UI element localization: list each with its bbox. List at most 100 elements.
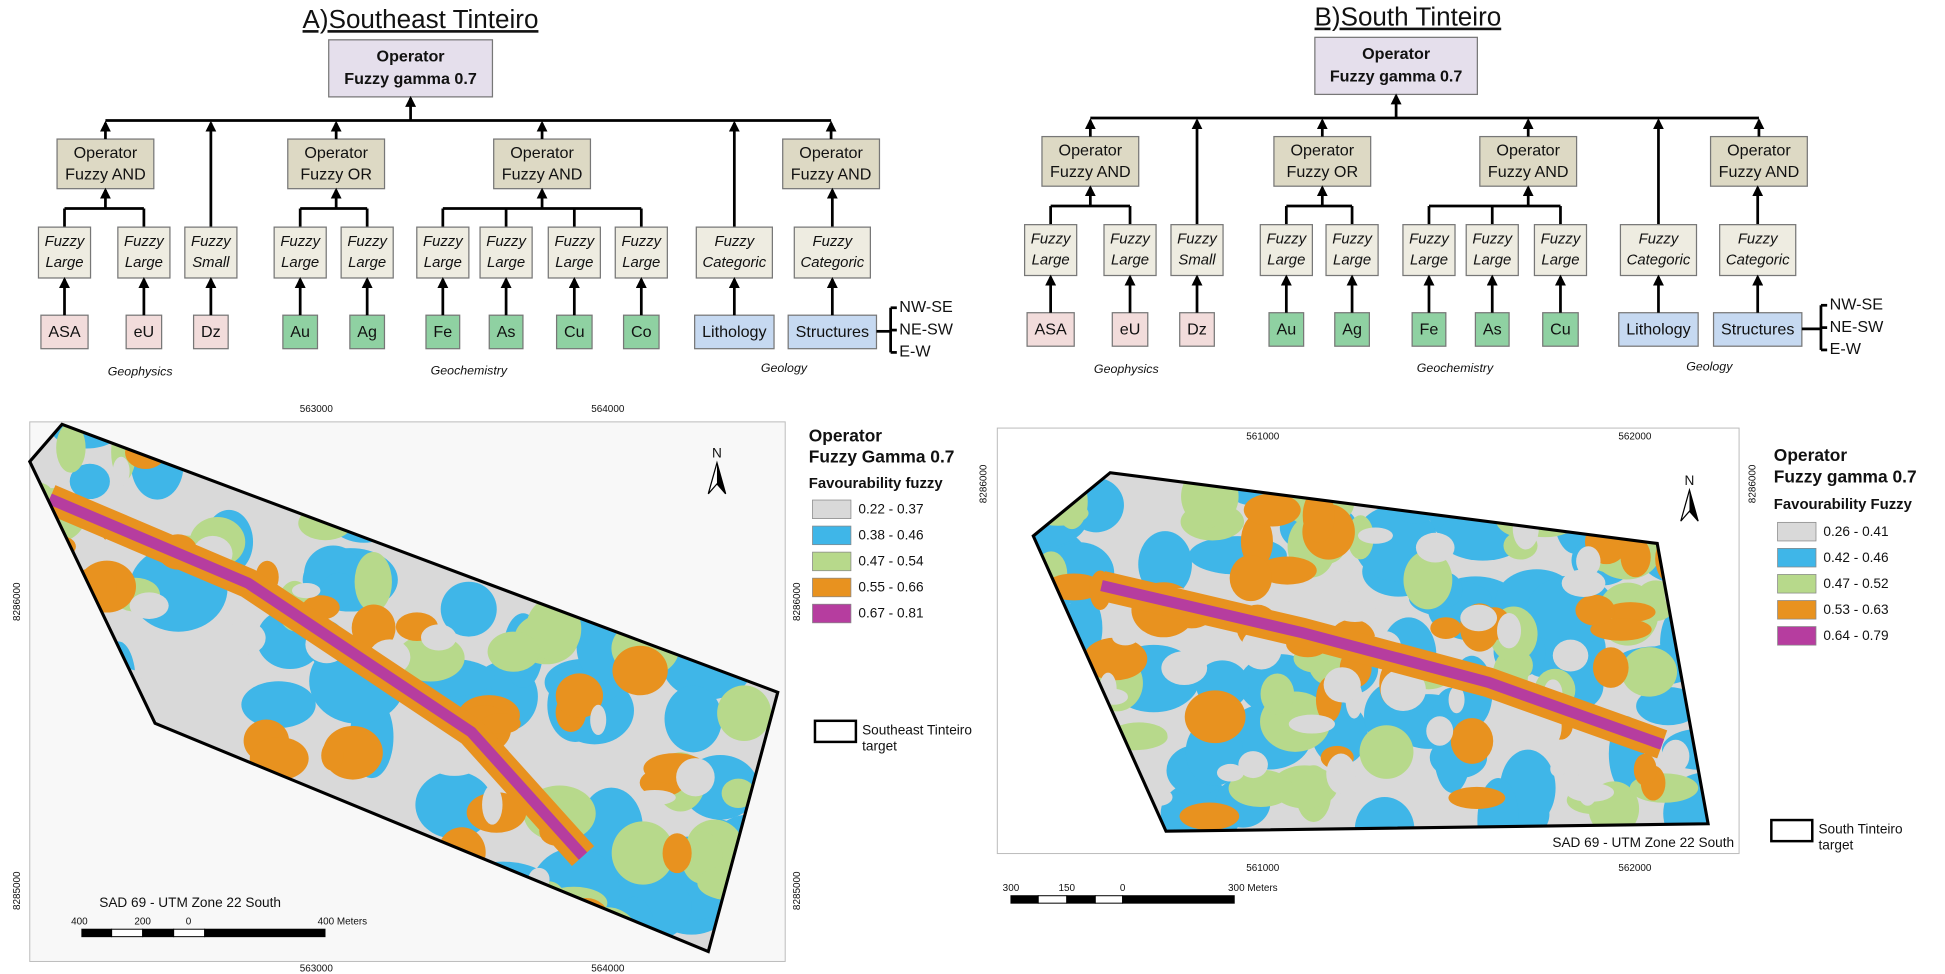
fuzzy-label: Fuzzy <box>554 234 595 250</box>
fuzzy-label: Large <box>1032 253 1070 269</box>
group-label: Geology <box>761 361 808 375</box>
legend-swatch <box>812 604 850 623</box>
x-coordinate-label: 563000 <box>300 964 334 974</box>
map-patch <box>1550 761 1566 777</box>
operator-label: Fuzzy OR <box>1286 163 1358 181</box>
map-patch <box>292 583 320 598</box>
scale-bar <box>205 929 325 936</box>
source-label: As <box>497 323 516 341</box>
fuzzy-label: Fuzzy <box>423 234 464 250</box>
source-label: Lithology <box>702 323 767 341</box>
map-patch <box>241 681 315 728</box>
map-patch <box>431 756 477 776</box>
fuzzy-label: Categoric <box>1726 253 1790 269</box>
map-patch <box>1360 725 1414 779</box>
map-patch <box>113 457 130 486</box>
fuzzy-label: Fuzzy <box>1266 231 1307 247</box>
operator-label: Fuzzy AND <box>791 165 872 183</box>
map-patch <box>1326 754 1355 794</box>
source-label: Au <box>1276 320 1296 338</box>
north-label: N <box>1685 473 1695 488</box>
map-patch <box>612 646 667 695</box>
fuzzy-label: Large <box>1541 253 1579 269</box>
x-coordinate-label: 564000 <box>591 404 625 415</box>
legend-title: Operator <box>1774 445 1848 465</box>
fuzzy-label: Large <box>555 255 593 271</box>
source-label: Ag <box>1342 320 1362 338</box>
fuzzy-label: Large <box>1410 253 1448 269</box>
operator-label: Fuzzy OR <box>300 165 372 183</box>
fuzzy-label: Large <box>125 255 163 271</box>
scale-label: 150 <box>1059 883 1076 894</box>
scale-bar <box>82 929 112 936</box>
map-patch <box>1576 546 1600 576</box>
target-label: South Tinteiro <box>1818 822 1902 837</box>
x-coordinate-label: 563000 <box>300 404 334 415</box>
legend-title: Operator <box>809 425 883 445</box>
scale-bar <box>143 929 174 936</box>
operator-label: Operator <box>74 144 138 162</box>
legend-title: Fuzzy Gamma 0.7 <box>809 446 955 466</box>
fuzzy-label: Categoric <box>800 255 864 271</box>
group-label: Geophysics <box>1094 362 1159 376</box>
map-patch <box>717 685 771 741</box>
fuzzy-label: Fuzzy <box>1409 231 1450 247</box>
legend-subtitle: Favourability Fuzzy <box>1774 497 1913 513</box>
legend-title: Fuzzy gamma 0.7 <box>1774 466 1917 486</box>
map-patch <box>421 624 456 650</box>
operator-label: Fuzzy AND <box>1050 163 1131 181</box>
map-patch <box>224 621 266 655</box>
source-label: As <box>1483 320 1502 338</box>
map-patch <box>1460 605 1497 632</box>
legend-label: 0.64 - 0.79 <box>1823 628 1888 643</box>
legend-label: 0.42 - 0.46 <box>1823 550 1888 565</box>
source-label: eU <box>134 323 155 341</box>
operator-label: Operator <box>1059 142 1123 160</box>
map-patch <box>1217 764 1244 782</box>
scale-bar <box>1011 896 1038 903</box>
direction-label: E-W <box>1830 340 1862 358</box>
x-coordinate-label: 562000 <box>1618 863 1652 874</box>
map-patch <box>1324 667 1361 702</box>
scale-bar <box>174 929 205 936</box>
legend-label: 0.53 - 0.63 <box>1823 602 1888 617</box>
scale-label: 400 <box>71 916 88 927</box>
legend-swatch <box>812 500 850 519</box>
panel-title: B)South Tinteiro <box>1315 2 1502 32</box>
fuzzy-label: Fuzzy <box>621 234 662 250</box>
scale-label: 300 <box>1003 883 1020 894</box>
map-patch <box>1426 716 1453 746</box>
operator-label: Operator <box>799 144 863 162</box>
operator-label: Operator <box>510 144 574 162</box>
legend-label: 0.55 - 0.66 <box>858 580 923 595</box>
legend-label: 0.22 - 0.37 <box>858 502 923 517</box>
fuzzy-label: Large <box>1111 253 1149 269</box>
map-patch <box>321 741 343 771</box>
fuzzy-label: Fuzzy <box>486 234 527 250</box>
group-label: Geochemistry <box>1417 361 1494 375</box>
fuzzy-label: Categoric <box>703 255 767 271</box>
operator-label: Fuzzy AND <box>1488 163 1569 181</box>
target-label: target <box>862 738 897 753</box>
map-patch <box>663 833 692 873</box>
legend-swatch <box>1778 627 1816 646</box>
map-patch <box>1185 690 1246 743</box>
source-label: Ag <box>357 323 377 341</box>
fuzzy-label: Fuzzy <box>1031 231 1072 247</box>
fuzzy-label: Large <box>622 255 660 271</box>
legend-swatch <box>1778 574 1816 593</box>
fuzzy-label: Fuzzy <box>715 234 756 250</box>
operator-label: Fuzzy gamma 0.7 <box>1330 67 1463 85</box>
source-label: Cu <box>564 323 585 341</box>
fuzzy-label: Fuzzy <box>191 234 232 250</box>
legend-swatch <box>1778 548 1816 567</box>
fuzzy-label: Fuzzy <box>1738 231 1779 247</box>
y-coordinate-label: 8285000 <box>792 871 803 910</box>
operator-label: Fuzzy AND <box>1719 163 1800 181</box>
target-swatch <box>815 721 856 742</box>
scale-bar <box>112 929 143 936</box>
scale-label: 0 <box>1120 883 1126 894</box>
map-patch <box>482 785 502 825</box>
scale-bar <box>1123 896 1235 903</box>
operator-label: Fuzzy AND <box>502 165 583 183</box>
